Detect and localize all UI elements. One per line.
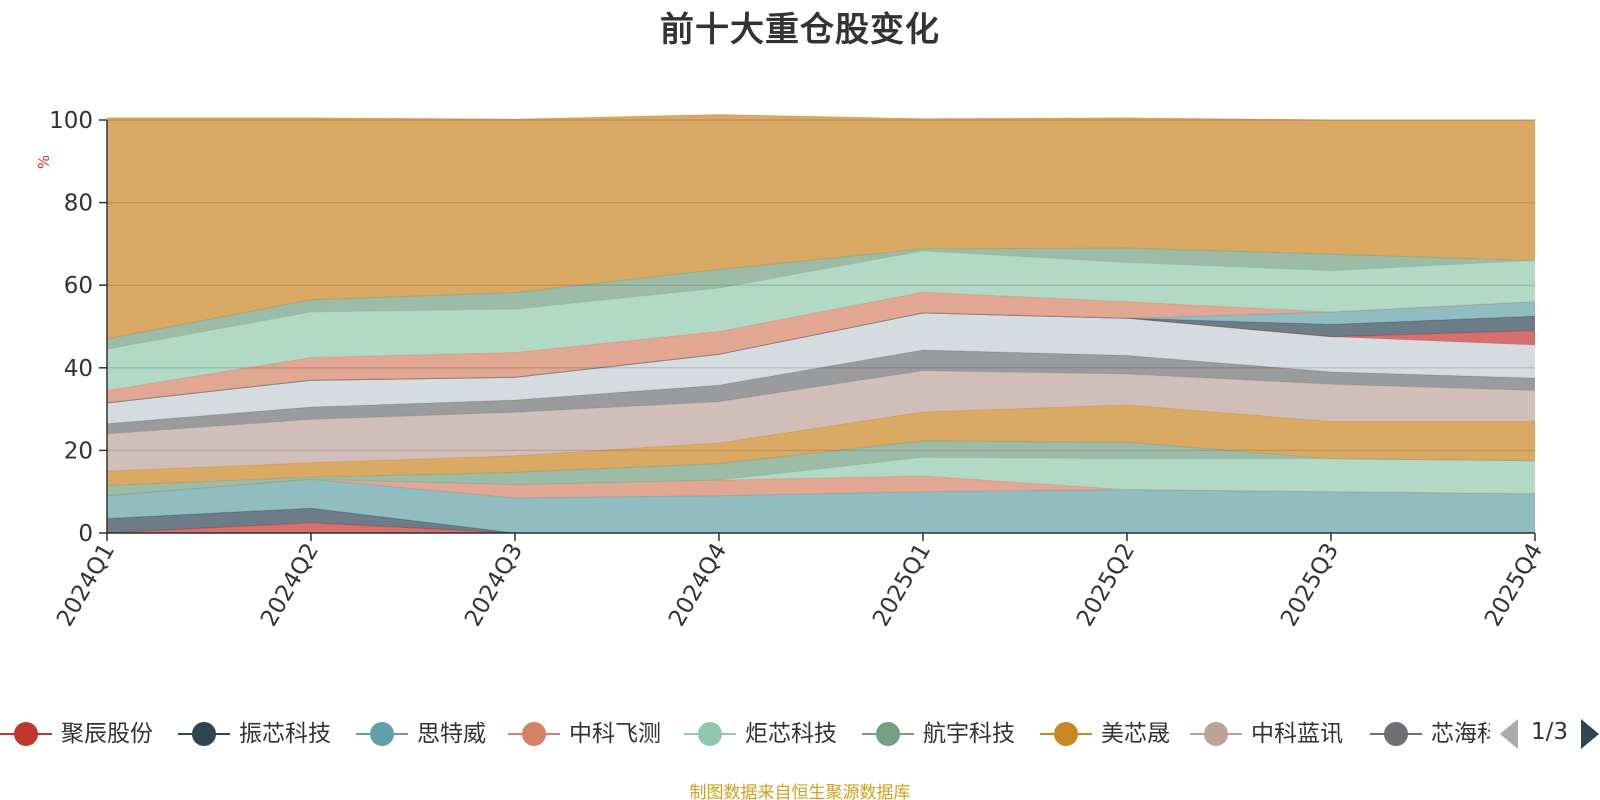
x-tick-label-0: 2024Q1 xyxy=(52,539,120,631)
area-series-4 xyxy=(107,457,1535,496)
y-tick-label-20: 20 xyxy=(64,438,93,464)
area-series-16 xyxy=(107,114,1535,339)
area-series-5 xyxy=(107,440,1535,496)
legend-circle-icon xyxy=(14,722,38,746)
x-tick-label-6: 2025Q3 xyxy=(1276,539,1344,631)
legend-label: 美芯晟 xyxy=(1101,721,1170,747)
x-tick-label-2: 2024Q3 xyxy=(460,539,528,631)
area-series-0 xyxy=(107,522,1535,533)
y-tick-label-0: 0 xyxy=(78,521,93,547)
legend-circle-icon xyxy=(1384,722,1408,746)
area-series-12 xyxy=(107,301,1535,403)
area-series-9 xyxy=(107,312,1535,424)
legend-circle-icon xyxy=(370,722,394,746)
area-series-15 xyxy=(107,248,1535,350)
area-series-8 xyxy=(107,350,1535,434)
legend-circle-icon xyxy=(522,722,546,746)
legend-label: 思特威 xyxy=(417,721,486,747)
area-series-2 xyxy=(107,479,1535,533)
area-series-6 xyxy=(107,405,1535,486)
x-tick-label-4: 2025Q1 xyxy=(868,539,936,631)
legend-label: 中科飞测 xyxy=(569,721,661,747)
legend-circle-icon xyxy=(1204,722,1228,746)
x-tick-label-5: 2025Q2 xyxy=(1072,539,1140,631)
area-series-3 xyxy=(107,476,1535,498)
legend: 聚辰股份 振芯科技 思特威 中科飞测 炬芯科技 航宇科技 美芯晟 中科蓝讯 芯海科技 xyxy=(0,716,1490,752)
legend-circle-icon xyxy=(698,722,722,746)
x-tick-label-1: 2024Q2 xyxy=(256,539,324,631)
legend-label: 芯海科技 xyxy=(1431,721,1490,747)
legend-page-indicator: 1/3 xyxy=(1531,719,1569,745)
legend-label: 炬芯科技 xyxy=(745,721,837,747)
y-tick-label-80: 80 xyxy=(64,191,93,217)
legend-label: 中科蓝讯 xyxy=(1251,721,1343,747)
area-series-7 xyxy=(107,370,1535,472)
legend-pager: 1/3 xyxy=(1500,716,1600,752)
y-tick-label-40: 40 xyxy=(64,356,93,382)
y-axis-unit-label: % xyxy=(35,155,53,169)
legend-label: 振芯科技 xyxy=(239,721,331,747)
legend-circle-icon xyxy=(192,722,216,746)
legend-circle-icon xyxy=(1054,722,1078,746)
y-tick-label-60: 60 xyxy=(64,273,93,299)
legend-circle-icon xyxy=(876,722,900,746)
area-series-1 xyxy=(107,508,1535,533)
chart-title: 前十大重仓股变化 xyxy=(660,10,940,50)
area-series-14 xyxy=(107,250,1535,391)
legend-label: 聚辰股份 xyxy=(61,721,153,747)
legend-prev-arrow-icon[interactable] xyxy=(1500,719,1518,749)
legend-label: 航宇科技 xyxy=(923,721,1015,747)
source-note: 制图数据来自恒生聚源数据库 xyxy=(689,783,911,800)
x-tick-label-3: 2024Q4 xyxy=(664,539,732,631)
legend-next-arrow-icon[interactable] xyxy=(1581,719,1599,749)
x-tick-label-7: 2025Q4 xyxy=(1480,539,1548,631)
area-series-13 xyxy=(107,292,1535,403)
y-tick-label-100: 100 xyxy=(49,108,93,134)
area-line-16 xyxy=(107,114,1535,121)
